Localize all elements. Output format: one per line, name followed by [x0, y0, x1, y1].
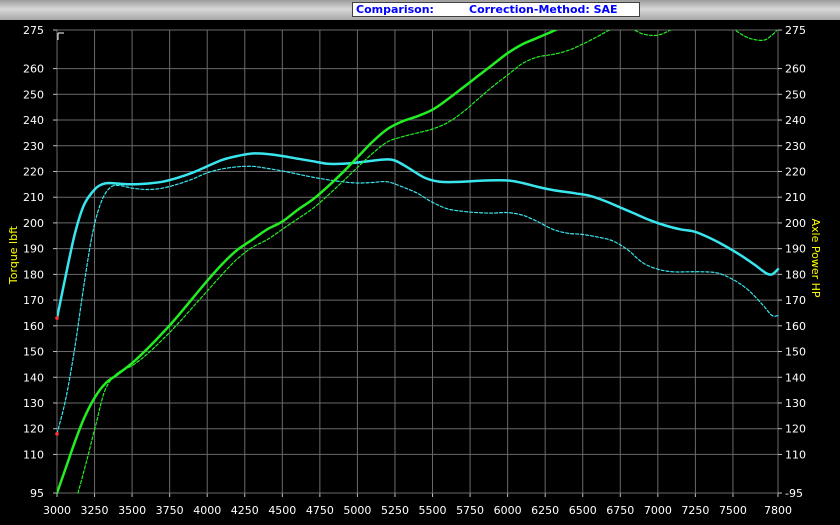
y-tick-label-right: 240 — [785, 114, 806, 127]
y-tick-label-left: 140 — [23, 371, 44, 384]
y-tick-label-left: 240 — [23, 114, 44, 127]
top-left-marker — [57, 32, 64, 40]
x-tick-label: 4000 — [193, 504, 221, 517]
x-tick-label: 7800 — [764, 504, 792, 517]
title-box: Comparison: Correction-Method: SAE — [352, 2, 640, 17]
series-line-torque_ref — [57, 165, 779, 435]
y-tick-label-right: 110 — [785, 448, 806, 461]
y-tick-label-right: 275 — [785, 24, 806, 37]
x-tick-label: 7500 — [719, 504, 747, 517]
y-tick-label-left: 130 — [23, 397, 44, 410]
x-tick-label: 6500 — [569, 504, 597, 517]
y-tick-label-right: 190 — [785, 243, 806, 256]
x-tick-label: 5000 — [343, 504, 371, 517]
y-tick-label-left: 170 — [23, 294, 44, 307]
grid — [53, 29, 782, 497]
y-tick-label-left: 160 — [23, 320, 44, 333]
plot-frame — [56, 29, 779, 494]
x-tick-label: 3000 — [43, 504, 71, 517]
series-line-torque_main — [57, 152, 780, 320]
x-tick-label: 4500 — [268, 504, 296, 517]
y-tick-label-left: 180 — [23, 268, 44, 281]
y-tick-label-right: 230 — [785, 140, 806, 153]
start-marker — [55, 432, 59, 436]
y-tick-label-right: 220 — [785, 165, 806, 178]
y-tick-label-left: 275 — [23, 24, 44, 37]
y-tick-label-right: 160 — [785, 320, 806, 333]
left-axis-label: Torque lbft — [7, 225, 20, 285]
y-tick-label-right: 150 — [785, 346, 806, 359]
x-tick-label: 4250 — [231, 504, 259, 517]
y-tick-label-right: 180 — [785, 268, 806, 281]
y-tick-label-left: 190 — [23, 243, 44, 256]
x-tick-label: 5750 — [456, 504, 484, 517]
comparison-label: Comparison: — [356, 3, 434, 16]
right-axis-label: Axle Power HP — [809, 218, 822, 297]
y-tick-label-right: 120 — [785, 423, 806, 436]
correction-method-label: Correction-Method: SAE — [469, 3, 618, 16]
start-marker — [55, 316, 59, 320]
y-tick-label-right: 140 — [785, 371, 806, 384]
x-tick-label: 6750 — [606, 504, 634, 517]
x-tick-label: 5250 — [381, 504, 409, 517]
y-tick-label-left: 260 — [23, 63, 44, 76]
y-tick-label-left: 220 — [23, 165, 44, 178]
series-line-power_ref — [77, 30, 778, 494]
y-tick-label-right: 130 — [785, 397, 806, 410]
y-tick-label-right: 250 — [785, 88, 806, 101]
y-tick-label-left: 95 — [30, 487, 44, 500]
y-tick-label-left: 210 — [23, 191, 44, 204]
y-tick-label-right: 260 — [785, 63, 806, 76]
x-tick-label: 3750 — [156, 504, 184, 517]
series-line-power_main — [57, 30, 559, 494]
x-tick-label: 3250 — [81, 504, 109, 517]
y-tick-label-left: 250 — [23, 88, 44, 101]
x-tick-label: 7000 — [644, 504, 672, 517]
x-tick-label: 3500 — [118, 504, 146, 517]
y-tick-label-right: -95 — [785, 487, 803, 500]
x-tick-label: 6000 — [494, 504, 522, 517]
x-tick-label: 4750 — [306, 504, 334, 517]
y-tick-label-left: 110 — [23, 448, 44, 461]
x-tick-label: 7250 — [681, 504, 709, 517]
y-tick-label-right: 210 — [785, 191, 806, 204]
y-tick-label-right: 200 — [785, 217, 806, 230]
x-tick-label: 6250 — [531, 504, 559, 517]
y-tick-label-left: 120 — [23, 423, 44, 436]
tick-labels: 3000 3250 3500 3750 4000 4250 4500 4750 5000 5250… — [23, 24, 806, 517]
y-tick-label-left: 150 — [23, 346, 44, 359]
y-tick-label-right: 170 — [785, 294, 806, 307]
series-layer — [55, 30, 780, 494]
y-tick-label-left: 200 — [23, 217, 44, 230]
title-bar: Comparison: Correction-Method: SAE — [0, 0, 840, 20]
y-tick-label-left: 230 — [23, 140, 44, 153]
x-tick-label: 5500 — [419, 504, 447, 517]
